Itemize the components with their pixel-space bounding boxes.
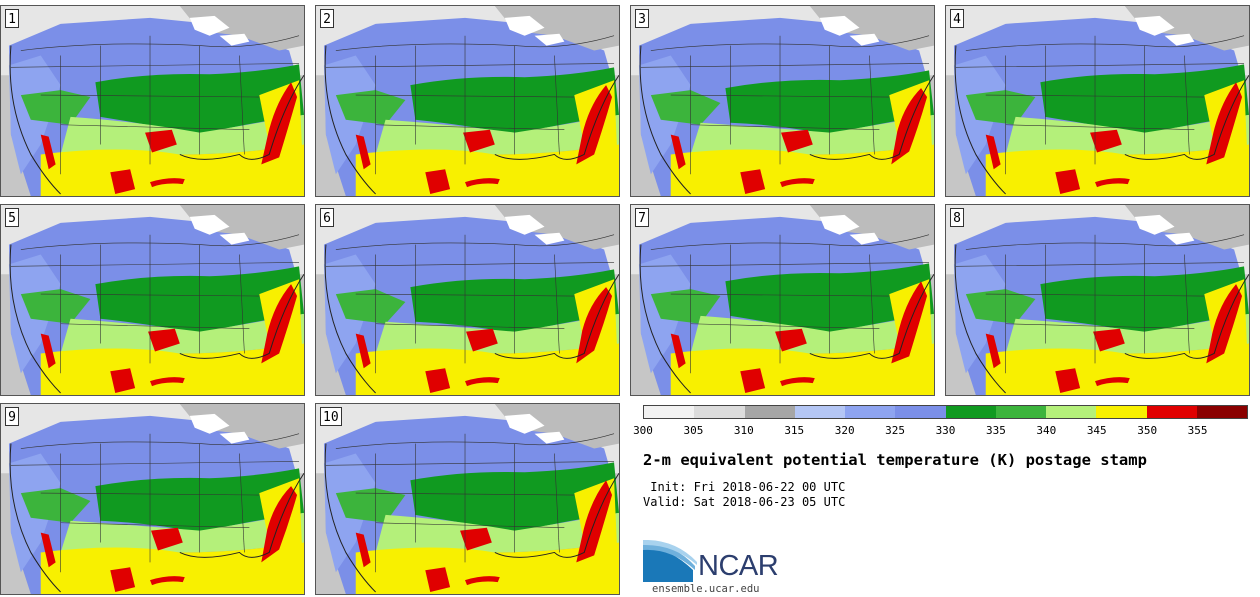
ensemble-member-map: 7 bbox=[630, 204, 935, 396]
valid-time: Valid: Sat 2018-06-23 05 UTC bbox=[643, 495, 846, 509]
map-field bbox=[1, 404, 304, 594]
site-url: ensemble.ucar.edu bbox=[652, 583, 760, 595]
legend-swatch bbox=[694, 406, 745, 418]
init-time: Init: Fri 2018-06-22 00 UTC bbox=[643, 480, 846, 494]
ensemble-member-map: 4 bbox=[945, 5, 1250, 197]
legend-tick-label: 335 bbox=[985, 424, 1006, 437]
member-number-label: 6 bbox=[320, 208, 334, 227]
map-field bbox=[631, 205, 934, 395]
legend-tick-label: 330 bbox=[935, 424, 956, 437]
legend-tick-label: 340 bbox=[1036, 424, 1057, 437]
map-field bbox=[631, 6, 934, 196]
legend-swatch bbox=[1196, 406, 1247, 418]
ncar-swoosh-logo bbox=[643, 540, 697, 582]
member-number-label: 10 bbox=[320, 407, 342, 426]
legend-tick-label: 305 bbox=[683, 424, 704, 437]
legend-swatch bbox=[644, 406, 695, 418]
legend-swatch bbox=[1046, 406, 1097, 418]
map-field bbox=[946, 205, 1249, 395]
map-field bbox=[1, 205, 304, 395]
map-field bbox=[946, 6, 1249, 196]
member-number-label: 4 bbox=[950, 9, 964, 28]
legend-tick-label: 355 bbox=[1187, 424, 1208, 437]
legend-tick-label: 325 bbox=[885, 424, 906, 437]
color-legend-bar bbox=[643, 405, 1248, 419]
legend-swatch bbox=[895, 406, 946, 418]
ensemble-member-map: 1 bbox=[0, 5, 305, 197]
member-number-label: 3 bbox=[635, 9, 649, 28]
map-field bbox=[316, 205, 619, 395]
ensemble-member-map: 9 bbox=[0, 403, 305, 595]
ensemble-member-map: 3 bbox=[630, 5, 935, 197]
legend-swatch bbox=[1146, 406, 1197, 418]
ensemble-member-map: 10 bbox=[315, 403, 620, 595]
map-field bbox=[316, 404, 619, 594]
legend-tick-label: 310 bbox=[733, 424, 754, 437]
ensemble-member-map: 8 bbox=[945, 204, 1250, 396]
legend-swatch bbox=[945, 406, 996, 418]
member-number-label: 5 bbox=[5, 208, 19, 227]
map-field bbox=[316, 6, 619, 196]
map-field bbox=[1, 6, 304, 196]
ensemble-member-map: 5 bbox=[0, 204, 305, 396]
plot-title: 2-m equivalent potential temperature (K)… bbox=[643, 451, 1147, 469]
legend-tick-label: 345 bbox=[1086, 424, 1107, 437]
legend-swatch bbox=[845, 406, 896, 418]
legend-tick-label: 315 bbox=[784, 424, 805, 437]
legend-tick-label: 300 bbox=[633, 424, 653, 437]
member-number-label: 2 bbox=[320, 9, 334, 28]
member-number-label: 9 bbox=[5, 407, 19, 426]
ncar-logo-text: NCAR bbox=[698, 550, 779, 582]
legend-swatch bbox=[995, 406, 1046, 418]
member-number-label: 8 bbox=[950, 208, 964, 227]
ensemble-member-map: 6 bbox=[315, 204, 620, 396]
ensemble-member-map: 2 bbox=[315, 5, 620, 197]
legend-swatch bbox=[1096, 406, 1147, 418]
member-number-label: 7 bbox=[635, 208, 649, 227]
legend-swatch bbox=[744, 406, 795, 418]
legend-tick-label: 350 bbox=[1137, 424, 1158, 437]
legend-tick-label: 320 bbox=[834, 424, 855, 437]
legend-swatch bbox=[794, 406, 845, 418]
member-number-label: 1 bbox=[5, 9, 19, 28]
